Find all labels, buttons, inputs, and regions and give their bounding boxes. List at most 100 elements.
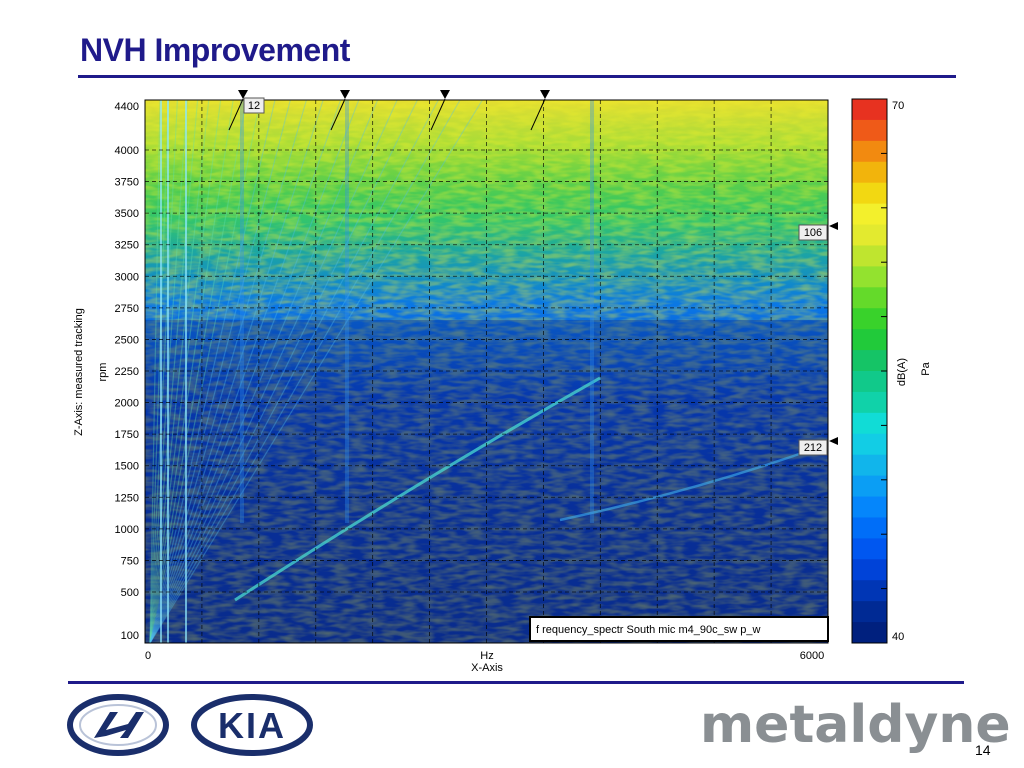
colorbar-swatch bbox=[852, 622, 887, 644]
order-marker-triangle bbox=[829, 437, 838, 445]
colorbar-max-label: 70 bbox=[892, 100, 904, 112]
footer-rule bbox=[68, 681, 964, 684]
y-tick-label: 2750 bbox=[115, 303, 139, 315]
order-trace bbox=[149, 100, 483, 643]
order-marker-leader bbox=[430, 98, 446, 131]
colorbar-frame bbox=[851, 98, 888, 644]
y-tick-label: 3250 bbox=[115, 240, 139, 252]
colorbar-swatch bbox=[852, 182, 887, 205]
y-tick-label: 1500 bbox=[115, 461, 139, 473]
order-marker-triangle bbox=[340, 90, 350, 99]
order-trace bbox=[149, 100, 418, 643]
resonance-streak bbox=[185, 100, 187, 643]
colorbar-swatch bbox=[852, 224, 887, 246]
colorbar-min-label: 40 bbox=[892, 631, 904, 643]
order-trace bbox=[149, 100, 324, 643]
colorbar-swatch bbox=[852, 140, 887, 163]
colorbar-swatch bbox=[852, 329, 887, 351]
colorbar-swatch bbox=[852, 517, 887, 539]
x-axis-unit-label: Hz bbox=[480, 650, 493, 662]
order-trace bbox=[149, 100, 461, 643]
colorbar-unit-label: dB(A) bbox=[896, 358, 908, 386]
y-tick-label: 500 bbox=[121, 587, 139, 599]
colorbar-swatch bbox=[852, 99, 887, 121]
order-trace bbox=[149, 100, 210, 643]
order-marker-leader bbox=[330, 98, 346, 131]
annotation-text: f requency_spectr South mic m4_90c_sw p_… bbox=[536, 624, 760, 636]
y-tick-label: 2250 bbox=[115, 366, 139, 378]
y-tick-label: 1000 bbox=[115, 524, 139, 536]
x-tick-label: 0 bbox=[145, 650, 151, 662]
order-marker-triangle bbox=[540, 90, 550, 99]
title-rule bbox=[78, 75, 956, 78]
resonance-streak bbox=[345, 100, 349, 523]
y-axis-label: Z-Axis: measured tracking bbox=[73, 308, 85, 436]
slide-title: NVH Improvement bbox=[80, 32, 350, 68]
resonance-streak bbox=[240, 100, 244, 523]
order-trace bbox=[149, 100, 169, 643]
colorbar-swatch bbox=[852, 371, 887, 393]
colorbar-swatch bbox=[852, 161, 887, 184]
x-tick-label: 6000 bbox=[800, 650, 824, 662]
kia-wordmark: KIA bbox=[218, 705, 286, 746]
colorbar-swatch bbox=[852, 203, 887, 226]
metaldyne-logo: metaldyne bbox=[700, 695, 1011, 755]
plot-frame bbox=[144, 99, 829, 644]
colorbar-swatch bbox=[852, 475, 887, 498]
order-trace bbox=[149, 100, 247, 643]
y-tick-label: 3500 bbox=[115, 208, 139, 220]
y-axis-unit-label: rpm bbox=[97, 363, 109, 382]
y-tick-label: 4400 bbox=[115, 101, 139, 113]
order-trace bbox=[149, 100, 276, 643]
hyundai-kia-logo: KIA bbox=[67, 694, 313, 756]
colorbar-swatch bbox=[852, 119, 887, 142]
y-tick-label: 4000 bbox=[115, 145, 139, 157]
order-trace bbox=[149, 100, 161, 643]
colorbar-swatch bbox=[852, 601, 887, 623]
order-marker-label: 12 bbox=[248, 100, 260, 112]
y-tick-label: 2000 bbox=[115, 398, 139, 410]
grid bbox=[145, 100, 828, 643]
colorbar-swatch bbox=[852, 245, 887, 267]
colorbar-swatch bbox=[852, 580, 887, 602]
colorbar-swatch bbox=[852, 412, 887, 435]
order-marker-leader bbox=[530, 98, 546, 131]
order-trace bbox=[149, 100, 178, 643]
spectrum-texture bbox=[145, 100, 828, 643]
colorbar-swatch bbox=[852, 391, 887, 414]
resonance-streak bbox=[160, 100, 162, 643]
order-marker-leader bbox=[228, 98, 244, 131]
colorbar-swatch bbox=[852, 266, 887, 288]
page-number: 14 bbox=[975, 742, 991, 758]
y-tick-label: 3000 bbox=[115, 271, 139, 283]
order-marker-triangle bbox=[440, 90, 450, 99]
colorbar-swatch bbox=[852, 496, 887, 518]
order-marker-triangle bbox=[238, 90, 248, 99]
order-trace bbox=[149, 100, 234, 643]
colorbar-unit2-label: Pa bbox=[920, 361, 932, 375]
order-trace bbox=[149, 100, 307, 643]
order-trace bbox=[149, 100, 439, 643]
order-trace-high bbox=[559, 444, 823, 522]
y-tick-label: 1750 bbox=[115, 429, 139, 441]
order-label-box bbox=[798, 224, 828, 241]
order-marker-label: 106 bbox=[804, 227, 822, 239]
order-trace bbox=[149, 100, 291, 643]
order-marker-label: 212 bbox=[804, 442, 822, 454]
order-trace bbox=[149, 100, 199, 643]
order-trace bbox=[149, 100, 398, 643]
resonance-streak bbox=[167, 100, 169, 643]
y-tick-label: 1250 bbox=[115, 492, 139, 504]
y-tick-label: 2500 bbox=[115, 334, 139, 346]
resonance-streak bbox=[590, 100, 594, 523]
order-label-box bbox=[243, 97, 265, 114]
y-tick-label: 100 bbox=[121, 630, 139, 642]
order-trace bbox=[149, 100, 342, 643]
x-axis-label: X-Axis bbox=[471, 662, 503, 674]
colorbar bbox=[851, 98, 888, 644]
order-trace-main bbox=[234, 376, 601, 602]
order-marker-triangle bbox=[829, 222, 838, 230]
order-label-box bbox=[798, 439, 828, 456]
colorbar-swatch bbox=[852, 454, 887, 477]
